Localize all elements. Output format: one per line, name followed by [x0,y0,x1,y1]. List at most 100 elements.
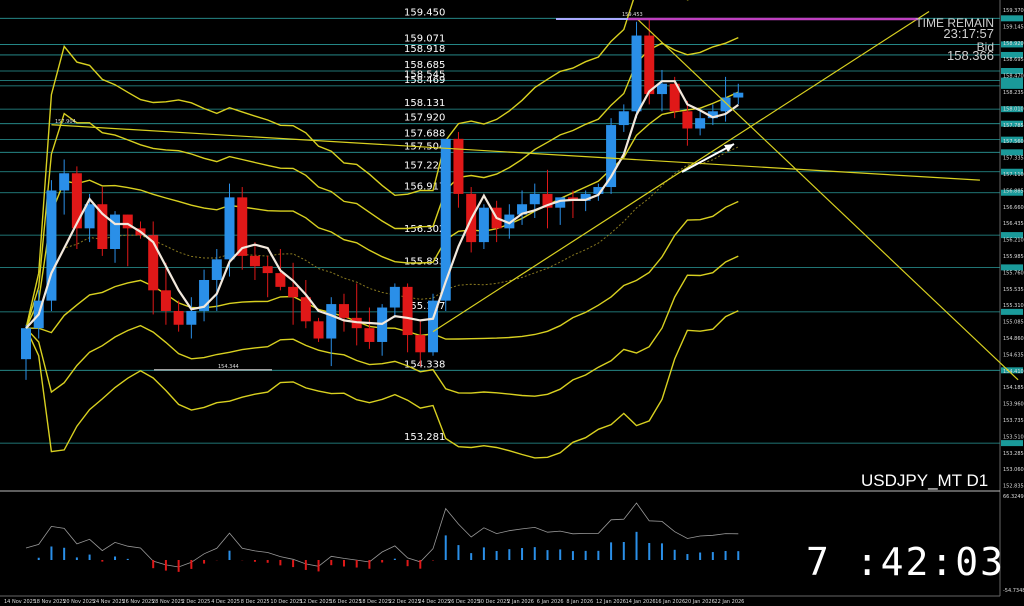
date-axis-label: 24 Dec 2025 [418,599,450,605]
bear-candle [275,273,286,287]
oscillator-axis-label: -54.7348 [1003,588,1024,594]
bull-candle [46,190,57,301]
bull-candle [199,279,210,311]
date-axis-label: 20 Nov 2025 [63,599,95,605]
bear-candle [97,204,108,249]
trendline-horizontal [51,124,980,181]
bear-candle [71,173,82,229]
level-price-tag [1001,106,1023,113]
date-axis-label: 12 Dec 2025 [300,599,332,605]
price-axis-label: 158.235 [1003,90,1024,96]
price-axis-label: 153.060 [1003,467,1024,473]
bull-candle [478,207,489,243]
price-axis-label: 158.010 [1003,106,1024,112]
bear-candle [249,255,260,267]
price-axis-label: 156.885 [1003,188,1024,194]
bull-candle [656,83,667,95]
bear-candle [338,304,349,318]
bull-candle [110,214,121,249]
price-axis-label: 152.835 [1003,484,1024,490]
bull-candle [606,125,617,188]
band-middle [25,146,739,329]
price-axis-label: 153.510 [1003,434,1024,440]
bull-candle [529,193,540,205]
price-axis-label: 155.310 [1003,303,1024,309]
price-axis-label: 155.760 [1003,270,1024,276]
price-axis-label: 158.920 [1003,41,1024,47]
bear-candle [288,286,299,298]
level-label: 155.187 [404,301,445,312]
bear-candle [453,138,464,194]
bull-candle [720,97,731,112]
bull-candle [211,259,222,280]
bull-candle [504,214,515,229]
level-price-tag [1001,136,1023,143]
trendline-resistance [636,17,1019,381]
level-price-tag [1001,15,1023,22]
date-axis-label: 16 Dec 2025 [330,599,362,605]
bid-label: Bid [976,40,994,54]
digital-clock: 7 :42:03 [806,540,1006,584]
bid-value: 158.366 [947,48,994,63]
level-price-tag [1001,41,1023,48]
price-axis-label: 155.535 [1003,287,1024,293]
level-price-tag [1001,168,1023,175]
level-label: 158.918 [404,44,445,55]
date-axis-label: 22 Dec 2025 [389,599,421,605]
level-label: 153.281 [404,432,445,443]
date-axis-label: 26 Dec 2025 [448,599,480,605]
level-label: 155.833 [404,256,445,267]
direction-arrow [681,143,735,173]
bull-candle [555,197,566,208]
price-axis-label: 155.985 [1003,254,1024,260]
bull-candle [186,310,197,325]
level-label: 158.131 [404,98,445,109]
level-price-tag [1001,149,1023,156]
price-axis-label: 159.370 [1003,8,1024,14]
price-axis-label: 156.660 [1003,205,1024,211]
level-price-tag [1001,308,1023,315]
bull-candle [326,304,337,339]
level-label: 158.469 [404,75,445,86]
bear-candle [682,111,693,129]
bull-candle [580,193,591,201]
bull-candle [428,300,439,353]
price-axis-label: 158.695 [1003,57,1024,63]
bear-candle [669,83,680,112]
bull-candle [389,286,400,308]
date-axis-label: 12 Jan 2026 [596,599,626,605]
bear-candle [237,197,248,256]
date-axis-label: 18 Nov 2025 [34,599,66,605]
time-remain-value: 23:17:57 [943,26,994,41]
level-price-tag [1001,264,1023,271]
price-axis-label: 154.410 [1003,369,1024,375]
bull-candle [440,138,451,301]
level-label: 157.222 [404,161,445,172]
level-label: 158.545 [404,70,445,81]
level-label: 157.920 [404,113,445,124]
bull-candle [695,118,706,129]
bull-candle [224,197,235,260]
price-axis-label: 158.470 [1003,74,1024,80]
date-axis-label: 18 Dec 2025 [359,599,391,605]
time-remain-label: TIME REMAIN [915,16,994,30]
bear-candle [160,290,171,311]
bull-candle [707,111,718,119]
level-label: 156.302 [404,224,445,235]
date-axis-label: 2 Jan 2026 [507,599,534,605]
bear-candle [300,297,311,322]
level-price-tag [1001,77,1023,84]
level-price-tag [1001,120,1023,127]
level-price-tag [1001,232,1023,239]
moving-average-line [25,80,739,329]
date-axis-label: 26 Nov 2025 [122,599,154,605]
bear-candle [313,321,324,339]
date-axis-label: 4 Dec 2025 [211,599,240,605]
bull-candle [21,328,31,360]
date-axis-label: 14 Jan 2026 [626,599,656,605]
bear-candle [262,266,273,274]
price-axis-label: 157.560 [1003,139,1024,145]
bear-candle [148,235,159,291]
bear-candle [364,328,375,342]
